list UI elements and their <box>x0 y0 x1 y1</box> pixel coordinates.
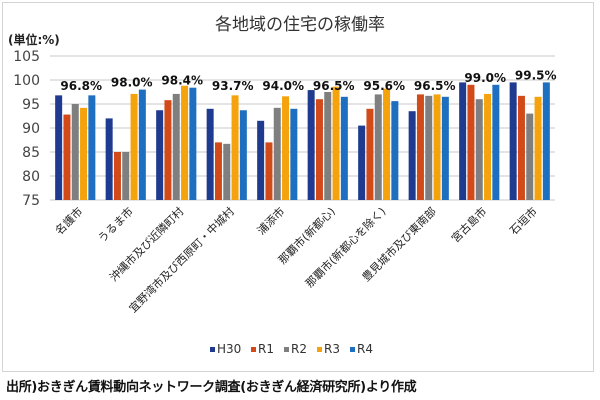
x-tick-label: うるま市 <box>95 204 136 245</box>
legend-swatch <box>317 347 322 352</box>
bar-r4 <box>492 84 500 200</box>
bar-r3 <box>534 96 542 200</box>
bar-r4 <box>290 108 298 200</box>
y-tick-label: 90 <box>22 121 40 137</box>
legend-label: R3 <box>324 342 340 356</box>
bar-r2 <box>122 152 130 200</box>
y-axis-ticks: 75 80 85 90 95 100 105 <box>13 49 40 209</box>
data-label: 96.8% <box>60 79 102 93</box>
legend-swatch <box>350 347 355 352</box>
bar-h30 <box>206 108 214 200</box>
bar-r3 <box>231 95 239 200</box>
bar-r3 <box>433 94 441 200</box>
bar-h30 <box>156 110 164 200</box>
bar-h30 <box>509 82 517 200</box>
bar-r3 <box>130 93 138 200</box>
bar-r4 <box>138 89 146 200</box>
bar-r1 <box>416 94 424 200</box>
bar-r4 <box>542 82 550 200</box>
bar-r4 <box>391 101 399 200</box>
bar-r4 <box>239 110 247 200</box>
unit-label: (単位:%) <box>8 32 60 47</box>
legend-label: H30 <box>217 342 241 356</box>
data-labels: 96.8% 98.0% 98.4% 93.7% 94.0% 96.5% 95.6% 96.5%… <box>60 68 556 93</box>
bar-r3 <box>282 96 290 200</box>
bar-r1 <box>366 108 374 200</box>
bar-r2 <box>324 92 332 200</box>
y-tick-label: 95 <box>22 97 40 113</box>
chart-title: 各地域の住宅の稼働率 <box>215 15 385 35</box>
data-label: 96.5% <box>414 79 456 93</box>
bar-r2 <box>223 143 231 200</box>
legend-item-r1: R1 <box>251 342 274 356</box>
legend-item-r3: R3 <box>317 342 340 356</box>
x-tick-label: 宜野湾市及び西原町・中城村 <box>126 204 237 315</box>
y-tick-label: 85 <box>22 145 40 161</box>
y-tick-label: 105 <box>13 49 40 65</box>
bar-h30 <box>307 90 315 200</box>
bar-r3 <box>80 107 88 200</box>
data-label: 94.0% <box>262 79 304 93</box>
legend-item-r4: R4 <box>350 342 373 356</box>
data-label: 93.7% <box>212 79 254 93</box>
legend-swatch <box>284 347 289 352</box>
bar-h30 <box>55 95 63 200</box>
x-tick-label: 宮古島市 <box>448 204 489 245</box>
source-note: 出所)おきぎん賃料動向ネットワーク調査(おきぎん経済研究所)より作成 <box>6 380 417 395</box>
data-label: 99.0% <box>464 71 506 85</box>
data-label: 98.0% <box>111 76 153 90</box>
bar-r2 <box>475 99 483 200</box>
bar-r4 <box>441 96 449 200</box>
bar-h30 <box>105 118 113 200</box>
legend-item-h30: H30 <box>210 342 241 356</box>
bar-r1 <box>517 95 525 200</box>
x-tick-label: 名護市 <box>52 204 85 237</box>
bar-r1 <box>265 142 273 200</box>
bar-r3 <box>181 85 189 200</box>
legend-label: R1 <box>258 342 274 356</box>
bar-r2 <box>172 93 180 200</box>
bar-r3 <box>332 86 340 200</box>
bar-r1 <box>315 99 323 200</box>
bar-r4 <box>88 95 96 200</box>
bar-h30 <box>459 82 467 200</box>
data-label: 95.6% <box>363 79 405 93</box>
legend-swatch <box>251 347 256 352</box>
legend-label: R2 <box>291 342 307 356</box>
bar-h30 <box>408 111 416 200</box>
y-tick-label: 80 <box>22 169 40 185</box>
bar-r4 <box>189 87 197 200</box>
bar-r3 <box>484 93 492 200</box>
bar-r1 <box>467 84 475 200</box>
bar-h30 <box>257 120 265 200</box>
bar-r2 <box>374 94 382 200</box>
bar-r4 <box>340 96 348 200</box>
bar-h30 <box>358 125 366 200</box>
data-label: 99.5% <box>515 68 557 82</box>
legend-item-r2: R2 <box>284 342 307 356</box>
legend-swatch <box>210 347 215 352</box>
bar-r2 <box>526 113 534 200</box>
bar-r1 <box>214 142 222 200</box>
y-tick-label: 75 <box>22 193 40 209</box>
bar-r2 <box>425 95 433 200</box>
bar-r2 <box>71 104 79 200</box>
x-tick-label: 石垣市 <box>507 204 540 237</box>
bar-r1 <box>164 100 172 200</box>
bars <box>55 82 550 200</box>
y-tick-label: 100 <box>13 73 40 89</box>
bar-r3 <box>383 88 391 200</box>
data-label: 98.4% <box>161 74 203 88</box>
data-label: 96.5% <box>313 79 355 93</box>
bar-r1 <box>63 114 71 200</box>
legend-label: R4 <box>357 342 373 356</box>
x-tick-label: 浦添市 <box>254 204 287 237</box>
bar-r1 <box>113 152 121 200</box>
bar-r2 <box>273 107 281 200</box>
legend: H30 R1 R2 R3 R4 <box>210 342 373 356</box>
